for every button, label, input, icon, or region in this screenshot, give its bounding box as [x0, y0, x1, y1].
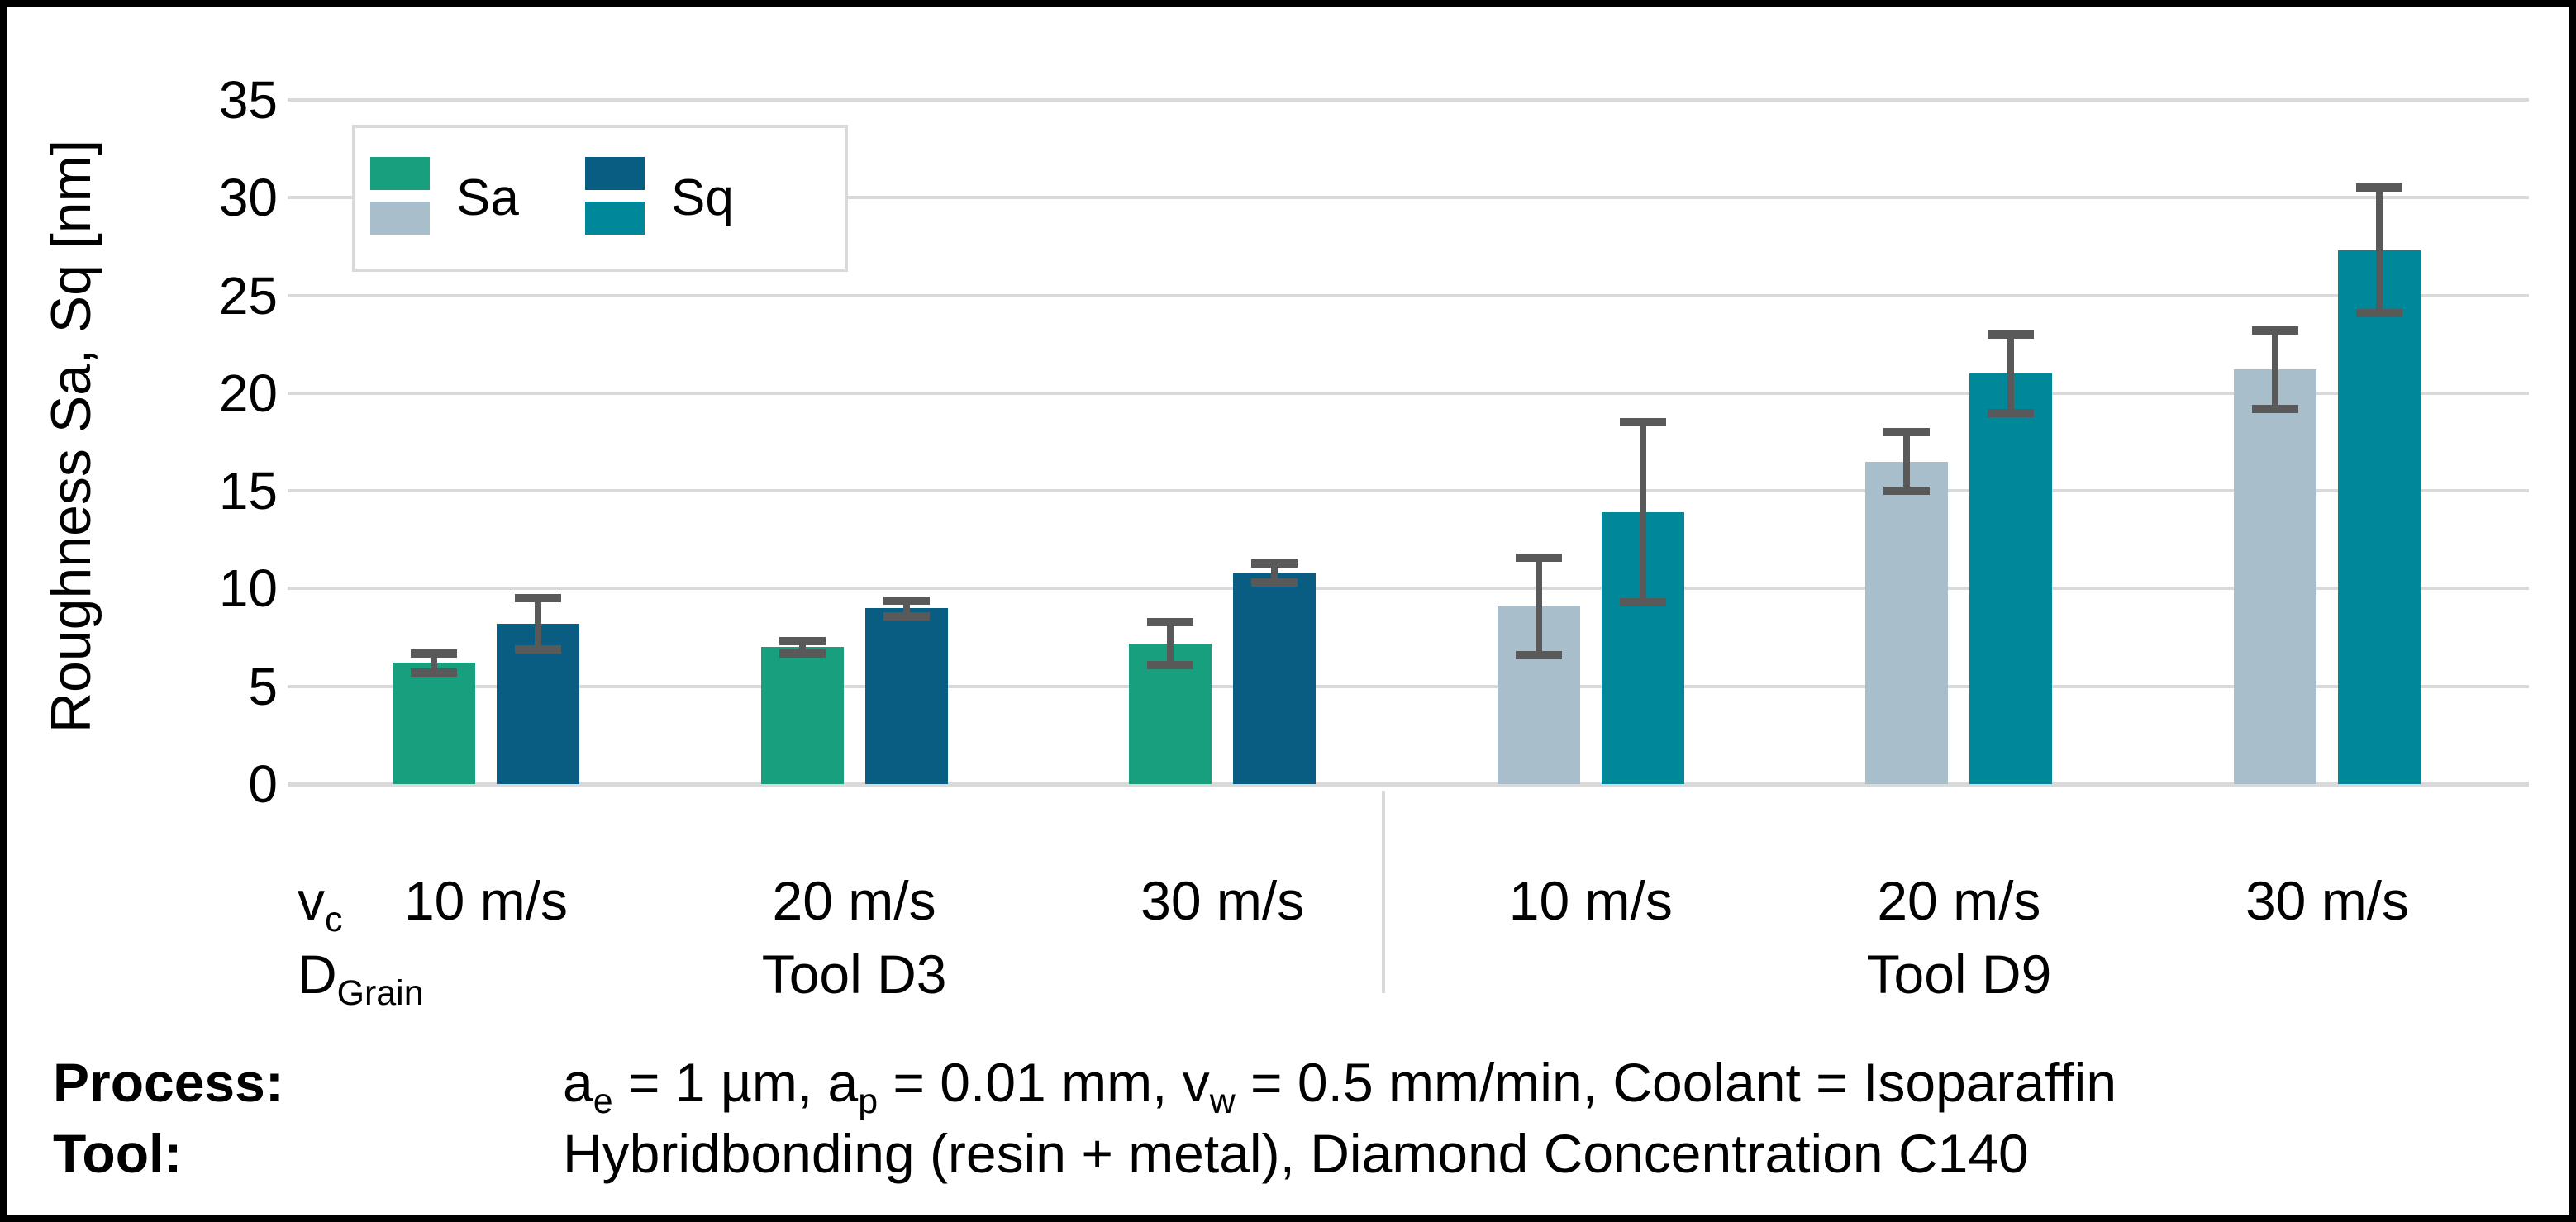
error-bar-cap — [1883, 487, 1931, 496]
y-tick-label: 0 — [248, 754, 278, 814]
y-tick-label: 20 — [218, 363, 278, 423]
error-bar-cap — [1147, 617, 1194, 626]
bar-sa-toold9-30 — [2234, 369, 2316, 784]
y-tick-label: 25 — [218, 265, 278, 326]
legend-entry-sa: Sa — [370, 128, 569, 269]
legend-entry-sq: Sq — [585, 128, 783, 269]
error-bar-cap — [1515, 553, 1562, 562]
error-bar-cap — [2252, 326, 2298, 335]
y-tick-label: 10 — [218, 559, 278, 619]
x-category-label: 20 m/s — [772, 870, 936, 931]
error-bar — [1167, 621, 1174, 665]
x-axis-baseline — [288, 782, 2529, 787]
tool-text: Hybridbonding (resin + metal), Diamond C… — [563, 1123, 2029, 1184]
legend: Sa Sq — [352, 125, 848, 272]
error-bar-cap — [883, 596, 930, 605]
error-bar-cap — [1515, 650, 1562, 659]
x-category-label: 10 m/s — [403, 870, 569, 931]
process-text: ae = 1 µm, ap = 0.01 mm, vw = 0.5 mm/min… — [563, 1052, 2117, 1122]
error-bar-cap — [883, 611, 930, 621]
y-tick-label: 15 — [218, 461, 278, 521]
bar-sa-toold3-20 — [760, 647, 844, 784]
error-bar — [2007, 334, 2015, 413]
x-category-label: 30 m/s — [1140, 870, 1305, 931]
error-bar — [2376, 188, 2383, 313]
error-bar — [431, 653, 437, 673]
error-bar-cap — [1619, 598, 1666, 606]
legend-label: Sa — [456, 169, 519, 226]
error-bar-cap — [411, 668, 457, 678]
error-bar-cap — [515, 644, 561, 654]
bar-sq-toold3-20 — [864, 608, 948, 784]
gridline — [288, 684, 2529, 688]
error-bar-cap — [411, 649, 457, 658]
gridline — [288, 293, 2529, 297]
error-bar-cap — [779, 649, 826, 658]
error-bar — [798, 641, 806, 654]
error-bar-cap — [1251, 578, 1298, 587]
error-bar-cap — [779, 637, 826, 646]
y-tick-label: 35 — [218, 70, 278, 130]
error-bar — [1639, 422, 1646, 602]
x-group-label: Tool D3 — [761, 944, 947, 1005]
error-bar-cap — [2356, 308, 2402, 317]
tool-label: Tool: — [53, 1123, 183, 1184]
gridline — [288, 391, 2529, 395]
error-bar-cap — [1251, 559, 1298, 568]
legend-label: Sq — [671, 169, 734, 226]
x-group-label: Tool D9 — [1866, 944, 2052, 1005]
x-axis-row-label-grain: DGrain — [298, 944, 424, 1014]
error-bar-cap — [515, 594, 561, 603]
x-axis-row-label-speed: vc — [298, 870, 343, 940]
x-category-label: 10 m/s — [1508, 870, 1673, 931]
x-category-label: 20 m/s — [1877, 870, 2041, 931]
gridline — [288, 489, 2529, 493]
error-bar — [1271, 563, 1278, 583]
error-bar — [1535, 557, 1542, 655]
bar-sa-toold9-20 — [1865, 461, 1949, 784]
legend-swatch — [370, 157, 430, 190]
error-bar-cap — [1988, 408, 2035, 417]
error-bar — [2272, 330, 2278, 409]
bar-sq-toold9-30 — [2338, 250, 2421, 784]
x-category-label: 30 m/s — [2245, 870, 2410, 931]
y-axis-title: Roughness Sa, Sq [nm] — [40, 139, 102, 734]
gridline — [288, 196, 2529, 200]
group-separator-line — [1382, 791, 1385, 993]
gridline — [288, 587, 2529, 591]
error-bar-cap — [1883, 428, 1931, 437]
error-bar-cap — [2252, 404, 2298, 413]
legend-swatch — [585, 157, 645, 190]
error-bar-cap — [2356, 183, 2402, 193]
plot-area — [288, 100, 2529, 784]
bar-sq-toold9-20 — [1969, 373, 2053, 784]
legend-swatch — [585, 202, 645, 235]
error-bar-cap — [1619, 418, 1666, 427]
error-bar — [902, 600, 910, 616]
gridline — [288, 98, 2529, 102]
legend-swatch — [370, 202, 430, 235]
process-label: Process: — [53, 1052, 283, 1113]
y-tick-label: 30 — [218, 168, 278, 228]
bar-sa-toold3-10 — [393, 663, 475, 784]
y-tick-label: 5 — [248, 656, 278, 716]
error-bar-cap — [1988, 330, 2035, 339]
error-bar-cap — [1147, 660, 1194, 669]
error-bar — [1903, 432, 1911, 492]
error-bar — [535, 598, 541, 649]
bar-sq-toold3-30 — [1233, 573, 1317, 784]
